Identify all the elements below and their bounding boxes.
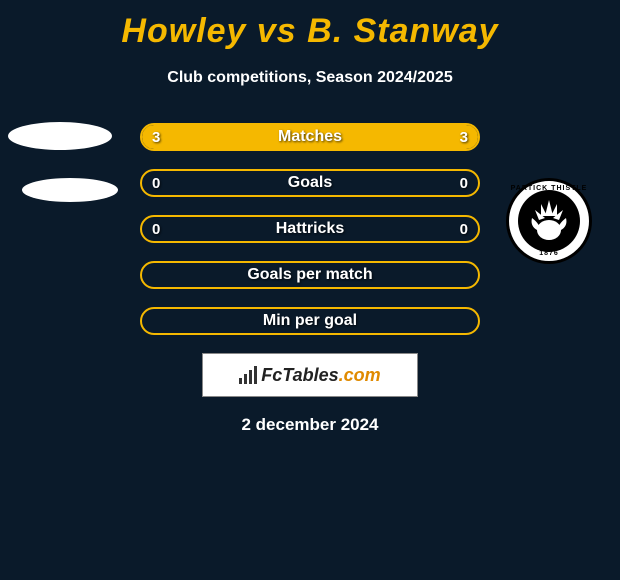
page-subtitle: Club competitions, Season 2024/2025 — [0, 69, 620, 87]
badge-inner-thistle — [518, 190, 580, 252]
footer-date: 2 december 2024 — [0, 415, 620, 435]
stat-row: 33Matches — [140, 123, 480, 151]
left-player-ellipse-1 — [8, 122, 112, 150]
stat-row: 00Hattricks — [140, 215, 480, 243]
fctables-logo-box: FcTables.com — [202, 353, 418, 397]
stat-label: Goals — [142, 171, 478, 195]
page-title: Howley vs B. Stanway — [0, 0, 620, 51]
stat-label: Matches — [142, 125, 478, 149]
badge-year: 1876 — [509, 250, 589, 257]
stat-row: Goals per match — [140, 261, 480, 289]
brand-prefix: Fc — [261, 365, 282, 385]
brand-suffix: .com — [339, 365, 381, 385]
left-player-ellipse-2 — [22, 178, 118, 202]
stat-label: Goals per match — [142, 263, 478, 287]
bar-chart-icon — [239, 366, 257, 384]
stat-row: 00Goals — [140, 169, 480, 197]
thistle-icon — [518, 190, 580, 252]
brand-text: FcTables.com — [261, 365, 380, 386]
brand-main: Tables — [282, 365, 338, 385]
partick-thistle-badge: PARTICK THISTLE 1876 — [506, 178, 592, 264]
stat-row: Min per goal — [140, 307, 480, 335]
stat-label: Hattricks — [142, 217, 478, 241]
stat-label: Min per goal — [142, 309, 478, 333]
